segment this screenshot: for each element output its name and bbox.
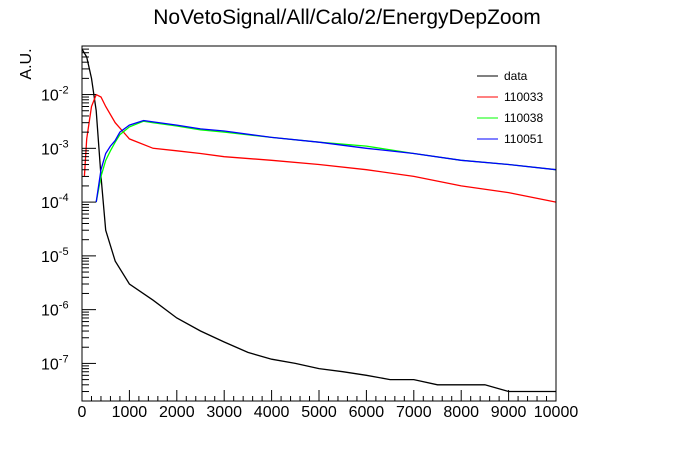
- x-tick-label: 8000: [443, 404, 479, 421]
- x-tick-label: 6000: [349, 404, 385, 421]
- legend-label-110033: 110033: [504, 90, 543, 104]
- x-tick-label: 7000: [396, 404, 432, 421]
- legend-label-data: data: [504, 69, 528, 83]
- legend-label-110038: 110038: [504, 111, 543, 125]
- chart: NoVetoSignal/All/Calo/2/EnergyDepZoom A.…: [0, 0, 696, 472]
- chart-title: NoVetoSignal/All/Calo/2/EnergyDepZoom: [153, 6, 541, 29]
- x-tick-label: 10000: [534, 404, 579, 421]
- x-tick-label: 2000: [159, 404, 195, 421]
- y-axis-label: A.U.: [18, 48, 35, 79]
- x-tick-label: 3000: [206, 404, 242, 421]
- x-tick-label: 4000: [254, 404, 290, 421]
- x-tick-label: 5000: [301, 404, 337, 421]
- x-tick-label: 1000: [112, 404, 148, 421]
- x-tick-label: 0: [78, 404, 87, 421]
- x-tick-label: 9000: [491, 404, 527, 421]
- legend-label-110051: 110051: [504, 132, 543, 146]
